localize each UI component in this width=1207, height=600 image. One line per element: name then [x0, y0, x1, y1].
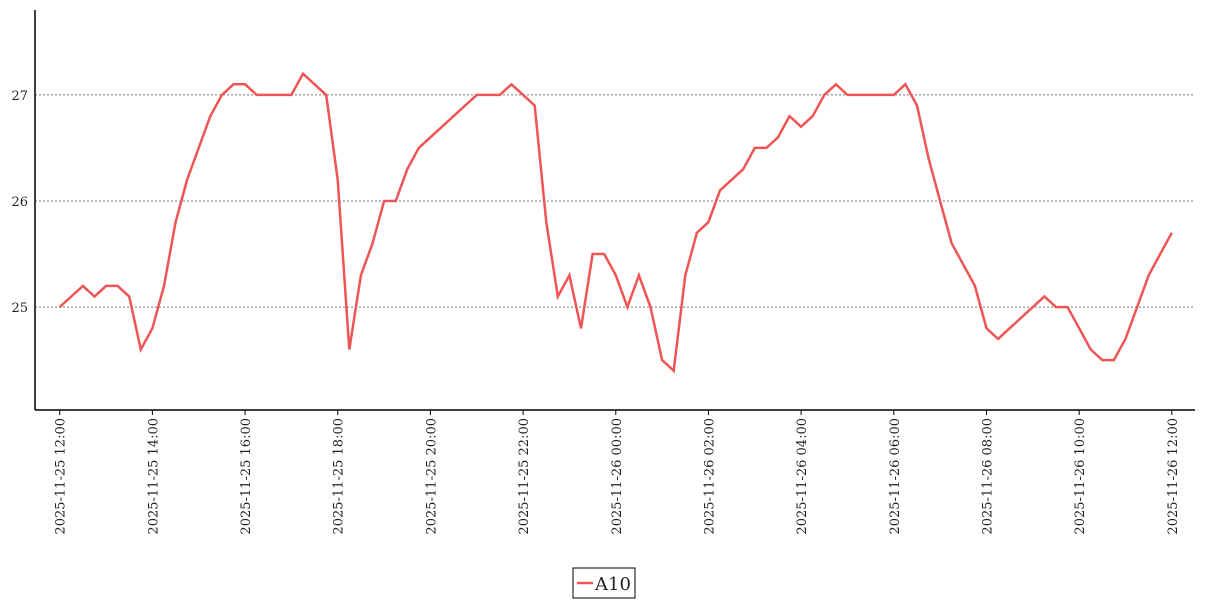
legend: A10 — [572, 567, 636, 599]
x-tick-label: 2025-11-25 18:00 — [332, 418, 347, 535]
x-tick-label: 2025-11-26 10:00 — [1073, 418, 1088, 535]
x-tick-label: 2025-11-26 02:00 — [702, 418, 717, 535]
legend-label: A10 — [594, 574, 631, 595]
x-tick-label: 2025-11-26 08:00 — [980, 418, 995, 535]
x-tick-label: 2025-11-25 12:00 — [54, 418, 69, 535]
y-tick-label: 26 — [11, 195, 28, 210]
y-tick-label: 25 — [11, 301, 28, 316]
x-tick-label: 2025-11-25 22:00 — [517, 418, 532, 535]
x-tick-label: 2025-11-25 14:00 — [146, 418, 161, 535]
x-tick-label: 2025-11-26 06:00 — [888, 418, 903, 535]
x-tick-label: 2025-11-25 16:00 — [239, 418, 254, 535]
x-tick-label: 2025-11-26 04:00 — [795, 418, 810, 535]
x-tick-label: 2025-11-26 12:00 — [1166, 418, 1181, 535]
series-line — [58, 71, 1173, 374]
x-tick-label: 2025-11-26 00:00 — [610, 418, 625, 535]
y-tick-label: 27 — [11, 89, 28, 104]
x-tick-label: 2025-11-25 20:00 — [424, 418, 439, 535]
